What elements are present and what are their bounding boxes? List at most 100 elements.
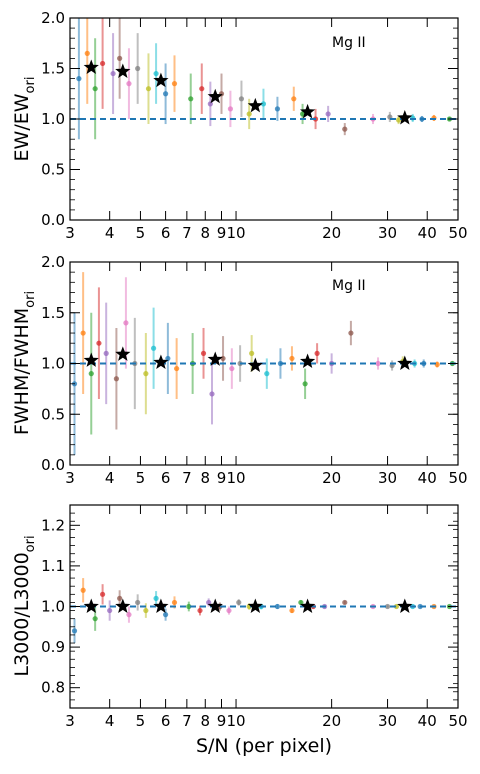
fwhm-x-tick-label: 4 (105, 469, 115, 487)
ew-median-marker (153, 72, 169, 88)
fwhm-data-point (113, 376, 120, 382)
l3000-x-tick-label: 5 (136, 712, 146, 730)
l3000-data-point (135, 599, 141, 606)
fwhm-median-marker (397, 355, 413, 370)
fwhm-y-tick-label: 1.0 (41, 355, 65, 373)
ew-axes-frame (69, 17, 459, 221)
l3000-data-point (226, 607, 232, 614)
ew-y-axis-label: EW/EWori (11, 77, 38, 162)
panel-l3000: 0.8 0.9 1.0 1.1 1.2 3 4 5 6 7 8 9 10 20 30 40 50 L3000/L… (11, 504, 468, 757)
l3000-x-tick-label: 7 (182, 712, 192, 730)
l3000-y-axis-label-main: L3000/L3000 (11, 552, 33, 676)
fwhm-data-point (143, 371, 149, 377)
ew-data-point (325, 111, 331, 117)
ew-median-marker (247, 97, 263, 113)
fwhm-data-point (314, 350, 320, 356)
l3000-data-point (384, 603, 391, 610)
fwhm-x-tick-label: 30 (378, 469, 397, 487)
fwhm-x-tick-label: 9 (217, 469, 227, 487)
ew-data-point (162, 91, 169, 97)
ew-annotation: Mg II (332, 35, 366, 51)
fwhm-data-point (220, 355, 226, 362)
ew-x-tick-label: 8 (200, 224, 210, 242)
fwhm-median-marker (207, 351, 223, 366)
fwhm-y-axis-label-sub: ori (23, 291, 38, 308)
l3000-data-point (206, 599, 212, 606)
l3000-y-axis-label-sub: ori (23, 535, 38, 552)
ew-median-marker (83, 59, 99, 74)
fwhm-median-marker (153, 354, 169, 369)
l3000-x-tick-label: 40 (418, 712, 437, 730)
fwhm-data-point (123, 320, 129, 326)
ew-median-marker (115, 63, 131, 78)
l3000-data-layer (70, 578, 458, 644)
fwhm-x-tick-label: 40 (418, 469, 437, 487)
fwhm-x-tick-label: 8 (200, 469, 210, 487)
ew-x-tick-label: 9 (217, 224, 227, 242)
fwhm-x-tick-label: 7 (182, 469, 192, 487)
fwhm-data-point (103, 350, 109, 356)
ew-data-point (100, 60, 106, 67)
fwhm-median-marker (83, 352, 99, 367)
l3000-median-marker (153, 598, 169, 613)
l3000-data-point (153, 595, 159, 601)
l3000-data-point (107, 607, 113, 614)
fwhm-y-tick-label: 2.0 (41, 253, 65, 271)
ew-y-tick-label: 1.0 (41, 110, 65, 128)
fwhm-data-point (88, 371, 94, 377)
l3000-y-tick-label: 1.1 (41, 557, 65, 575)
fwhm-median-marker (247, 357, 263, 372)
ew-data-point (110, 70, 116, 77)
l3000-data-point (186, 603, 192, 610)
l3000-data-point (171, 599, 178, 606)
ew-data-point (260, 101, 267, 107)
l3000-data-point (393, 603, 400, 610)
ew-y-tick-label: 0.5 (41, 161, 65, 179)
ew-plot-area: 0.0 0.5 1.0 1.5 2.0 3 4 5 6 7 8 9 10 20 30 40 50 (41, 9, 467, 242)
ew-data-point (92, 86, 98, 92)
panel-fwhm: 0.0 0.5 1.0 1.5 2.0 3 4 5 6 7 8 9 10 20 30 40 50 Mg II F… (11, 253, 468, 487)
l3000-y-tick-label: 1.0 (41, 598, 65, 616)
ew-x-tick-label: 5 (136, 224, 146, 242)
fwhm-y-tick-label: 0.5 (41, 405, 65, 423)
l3000-x-tick-label: 8 (200, 712, 210, 730)
l3000-y-axis-label: L3000/L3000ori (11, 535, 38, 676)
l3000-x-tick-label: 9 (217, 712, 227, 730)
l3000-x-tick-label: 3 (65, 712, 75, 730)
ew-x-tick-label: 7 (182, 224, 192, 242)
l3000-data-point (298, 599, 304, 606)
fwhm-y-tick-label: 1.5 (41, 304, 65, 322)
ew-x-tick-label: 10 (226, 224, 245, 242)
ew-data-point (238, 96, 245, 102)
l3000-median-marker (83, 598, 99, 613)
ew-x-tick-label: 40 (418, 224, 437, 242)
ew-data-point (207, 101, 213, 107)
ew-data-point (135, 65, 141, 72)
l3000-x-tick-label: 20 (322, 712, 341, 730)
ew-y-axis-label-main: EW/EW (11, 93, 33, 161)
fwhm-data-point (96, 340, 102, 346)
ew-median-marker (207, 88, 223, 104)
l3000-plot-area: 0.8 0.9 1.0 1.1 1.2 3 4 5 6 7 8 9 10 20 30 40 50 (41, 504, 468, 730)
fwhm-data-point (150, 345, 157, 351)
l3000-median-marker (299, 598, 316, 613)
ew-data-point (153, 70, 159, 77)
l3000-data-point (289, 607, 295, 614)
fwhm-data-point (249, 350, 255, 356)
ew-x-tick-label: 6 (161, 224, 171, 242)
fwhm-data-point (209, 391, 215, 397)
ew-x-tick-label: 30 (378, 224, 397, 242)
fwhm-data-point (165, 355, 171, 362)
ew-x-tick-label: 3 (65, 224, 75, 242)
fwhm-axes-frame (69, 261, 459, 466)
l3000-data-point (236, 599, 242, 606)
l3000-data-point (92, 616, 98, 622)
l3000-x-tick-label: 30 (378, 712, 397, 730)
l3000-data-point (342, 599, 348, 606)
ew-data-point (126, 81, 132, 87)
ew-y-axis-label-sub: ori (23, 77, 38, 94)
l3000-y-tick-label: 0.9 (41, 638, 65, 656)
ew-data-point (76, 76, 82, 82)
fwhm-data-point (302, 381, 308, 387)
l3000-data-point (162, 612, 169, 618)
